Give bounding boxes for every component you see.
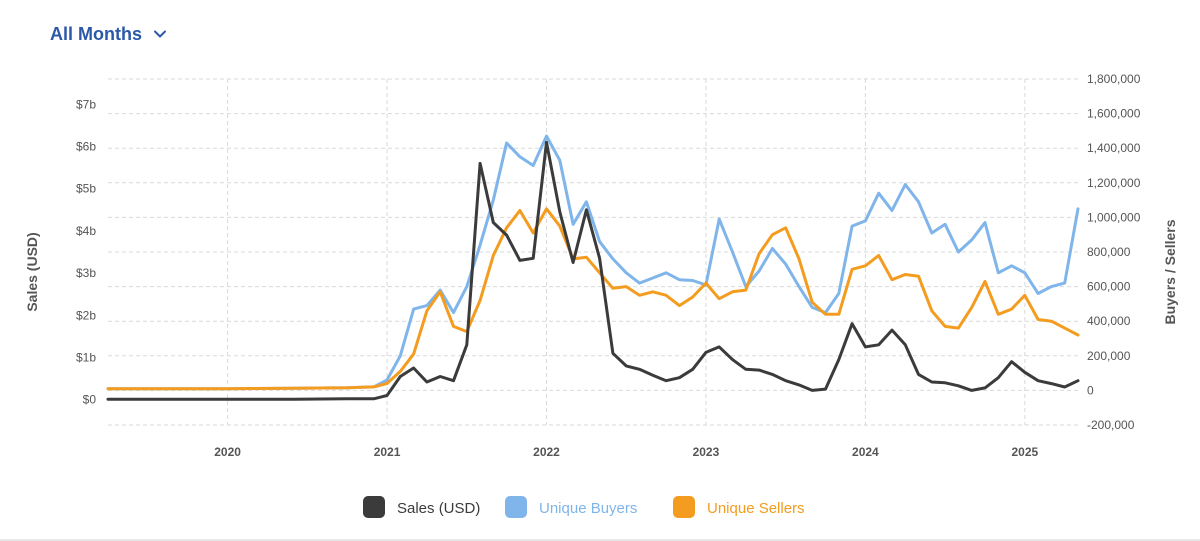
x-tick-label: 2024 [852, 445, 879, 459]
legend-item-sales[interactable]: Sales (USD) [363, 496, 480, 518]
right-tick-label: 0 [1087, 383, 1094, 397]
legend-item-sellers[interactable]: Unique Sellers [673, 496, 805, 518]
left-tick-label: $0 [83, 393, 97, 407]
bottom-divider [0, 539, 1200, 541]
left-tick-label: $5b [76, 182, 96, 196]
right-tick-label: 800,000 [1087, 245, 1131, 259]
right-tick-label: -200,000 [1087, 418, 1135, 432]
x-tick-label: 2020 [214, 445, 241, 459]
right-tick-label: 400,000 [1087, 314, 1131, 328]
x-axis-ticks: 2020 2021 2022 2023 2024 2025 [214, 445, 1038, 459]
legend-label-buyers: Unique Buyers [539, 500, 637, 517]
month-range-label: All Months [50, 23, 142, 44]
right-axis-ticks: -200,000 0 200,000 400,000 600,000 800,000 1,0… [1087, 72, 1141, 432]
left-tick-label: $2b [76, 308, 96, 322]
buyers-series-line [106, 134, 1080, 391]
legend: Sales (USD) Unique Buyers Unique Sellers [363, 496, 805, 518]
x-tick-label: 2021 [374, 445, 401, 459]
right-tick-label: 1,000,000 [1087, 210, 1141, 224]
sellers-series-line [106, 207, 1080, 391]
sales-series-line [106, 140, 1080, 401]
left-tick-label: $4b [76, 224, 96, 238]
right-tick-label: 1,600,000 [1087, 107, 1141, 121]
legend-label-sellers: Unique Sellers [707, 500, 805, 517]
right-tick-label: 1,200,000 [1087, 176, 1141, 190]
left-axis-title: Sales (USD) [24, 232, 40, 311]
left-tick-label: $7b [76, 97, 96, 111]
x-tick-label: 2023 [693, 445, 720, 459]
left-tick-label: $3b [76, 266, 96, 280]
legend-label-sales: Sales (USD) [397, 500, 480, 517]
x-tick-label: 2022 [533, 445, 560, 459]
legend-swatch-buyers [505, 496, 527, 518]
legend-swatch-sales [363, 496, 385, 518]
right-tick-label: 200,000 [1087, 349, 1131, 363]
right-tick-label: 600,000 [1087, 280, 1131, 294]
left-axis-ticks: $0 $1b $2b $3b $4b $5b $6b $7b [76, 97, 96, 406]
legend-item-buyers[interactable]: Unique Buyers [505, 496, 637, 518]
right-tick-label: 1,400,000 [1087, 141, 1141, 155]
legend-swatch-sellers [673, 496, 695, 518]
left-tick-label: $1b [76, 350, 96, 364]
right-tick-label: 1,800,000 [1087, 72, 1141, 86]
month-range-dropdown[interactable]: All Months [50, 22, 168, 46]
grid-lines [108, 78, 1078, 426]
chevron-down-icon [154, 30, 166, 38]
left-tick-label: $6b [76, 140, 96, 154]
series-lines [106, 134, 1080, 401]
right-axis-title: Buyers / Sellers [1162, 219, 1178, 324]
x-tick-label: 2025 [1011, 445, 1038, 459]
